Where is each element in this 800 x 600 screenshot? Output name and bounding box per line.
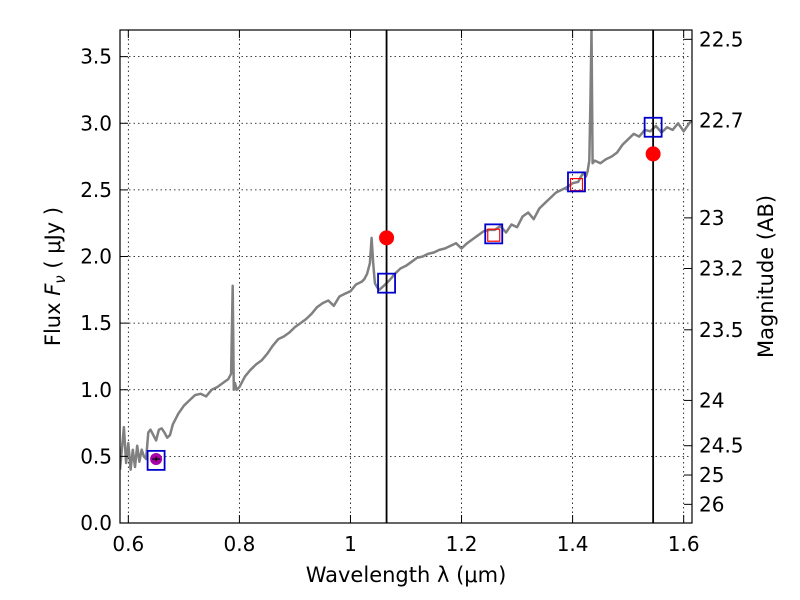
observed-point-circle [645, 146, 661, 162]
y-axis-title-prefix: Flux [41, 296, 65, 346]
y-tick-label: 2.0 [80, 245, 112, 269]
y-axis-title: Flux Fν ( μJy ) [41, 207, 69, 346]
model-point-square [643, 116, 663, 138]
x-axis-title: Wavelength λ (μm) [306, 563, 507, 587]
y-axis-title-subscript: ν [51, 275, 69, 283]
y-tick-label: 1.0 [80, 378, 112, 402]
y2-tick-label: 24.5 [699, 434, 744, 458]
y2-tick-label: 23 [699, 206, 724, 230]
model-point-square [484, 223, 504, 245]
spectrum-line [120, 30, 692, 471]
y-tick-label: 0.5 [80, 444, 112, 468]
observed-point-square [487, 228, 501, 242]
y2-tick-label: 22.5 [699, 27, 744, 51]
y2-tick-label: 24 [699, 388, 724, 412]
y-tick-label: 1.5 [80, 311, 112, 335]
y2-axis-title: Magnitude (AB) [754, 195, 778, 358]
model-point-square [146, 449, 166, 471]
photometry-points [146, 116, 663, 471]
y-tick-label: 3.0 [80, 111, 112, 135]
y2-tick-label: 26 [699, 492, 724, 516]
vertical-marker-lines [385, 30, 655, 523]
y-tick-label: 2.5 [80, 178, 112, 202]
grid-lines [120, 30, 692, 524]
model-point-square [567, 171, 586, 193]
y-axis-title-symbol: F [41, 283, 65, 296]
y-axis-title-unit: ( μJy ) [41, 207, 65, 275]
x-tick-label: 1 [344, 532, 357, 556]
axis-ticks: 0.6 0.8 1 1.2 1.4 1.6 0.0 0.5 1.0 1.5 2.0 2.5 3.0 3.5… [80, 27, 743, 556]
model-point-square [377, 272, 396, 294]
y2-tick-label: 23.5 [699, 318, 744, 342]
plot-frame [119, 29, 693, 524]
y2-tick-label: 25 [699, 463, 724, 487]
observed-point-circle [379, 230, 395, 246]
x-tick-label: 1.6 [668, 532, 700, 556]
y2-tick-label: 22.7 [699, 109, 744, 133]
x-tick-label: 0.6 [112, 532, 144, 556]
x-tick-label: 1.4 [557, 532, 589, 556]
y-tick-label: 0.0 [80, 511, 112, 535]
x-tick-label: 0.8 [223, 532, 255, 556]
spectrum-layer [120, 30, 692, 471]
y2-tick-label: 23.2 [699, 257, 744, 281]
y-tick-label: 3.5 [80, 45, 112, 69]
x-tick-label: 1.2 [446, 532, 478, 556]
